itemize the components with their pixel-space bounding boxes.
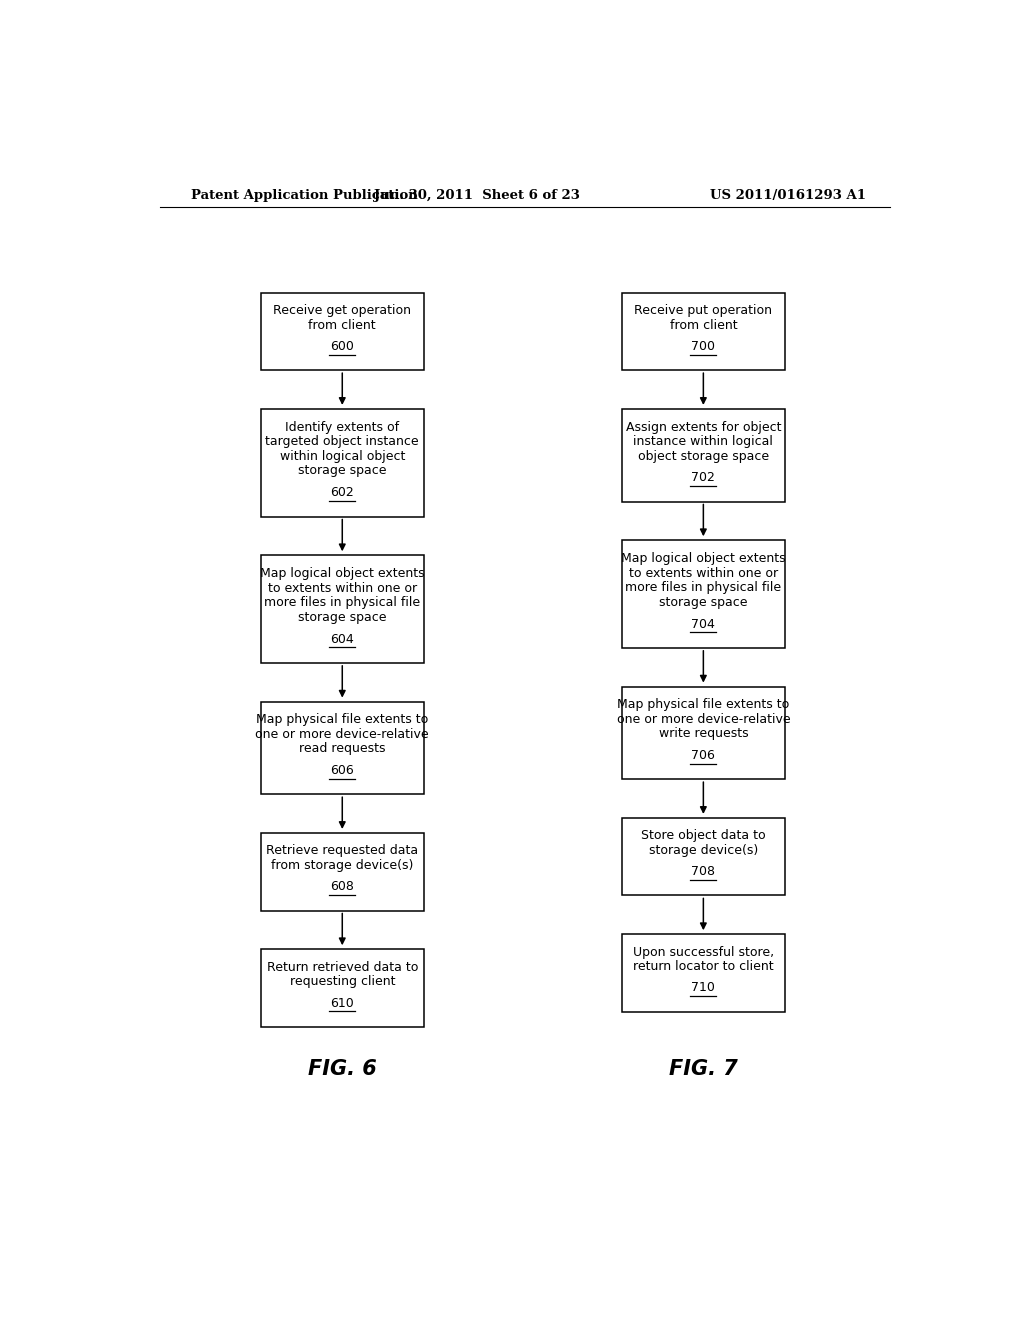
Bar bbox=[622, 409, 784, 502]
Bar bbox=[261, 409, 424, 516]
Bar bbox=[261, 949, 424, 1027]
Text: 600: 600 bbox=[331, 341, 354, 352]
Text: Return retrieved data to
requesting client: Return retrieved data to requesting clie… bbox=[266, 961, 418, 989]
Bar bbox=[622, 293, 784, 370]
Bar bbox=[261, 556, 424, 663]
Bar bbox=[622, 935, 784, 1011]
Text: 706: 706 bbox=[691, 748, 716, 762]
Text: Map physical file extents to
one or more device-relative
write requests: Map physical file extents to one or more… bbox=[616, 698, 791, 741]
Text: Jun. 30, 2011  Sheet 6 of 23: Jun. 30, 2011 Sheet 6 of 23 bbox=[374, 189, 581, 202]
Text: 608: 608 bbox=[331, 880, 354, 894]
Bar bbox=[622, 540, 784, 648]
Text: Identify extents of
targeted object instance
within logical object
storage space: Identify extents of targeted object inst… bbox=[265, 421, 419, 478]
Bar bbox=[622, 818, 784, 895]
Bar bbox=[261, 833, 424, 911]
Text: Retrieve requested data
from storage device(s): Retrieve requested data from storage dev… bbox=[266, 845, 419, 871]
Text: Patent Application Publication: Patent Application Publication bbox=[191, 189, 418, 202]
Text: FIG. 6: FIG. 6 bbox=[308, 1060, 377, 1080]
Bar bbox=[261, 701, 424, 795]
Text: Receive put operation
from client: Receive put operation from client bbox=[634, 304, 772, 331]
Text: Map logical object extents
to extents within one or
more files in physical file
: Map logical object extents to extents wi… bbox=[260, 568, 425, 624]
Text: 604: 604 bbox=[331, 632, 354, 645]
Bar bbox=[261, 293, 424, 370]
Bar bbox=[622, 686, 784, 779]
Text: Upon successful store,
return locator to client: Upon successful store, return locator to… bbox=[633, 945, 774, 973]
Text: Map logical object extents
to extents within one or
more files in physical file
: Map logical object extents to extents wi… bbox=[621, 552, 785, 609]
Text: Store object data to
storage device(s): Store object data to storage device(s) bbox=[641, 829, 766, 857]
Text: 708: 708 bbox=[691, 865, 716, 878]
Text: FIG. 7: FIG. 7 bbox=[669, 1060, 737, 1080]
Text: 710: 710 bbox=[691, 982, 716, 994]
Text: Receive get operation
from client: Receive get operation from client bbox=[273, 304, 412, 331]
Text: 602: 602 bbox=[331, 486, 354, 499]
Text: 610: 610 bbox=[331, 997, 354, 1010]
Text: Map physical file extents to
one or more device-relative
read requests: Map physical file extents to one or more… bbox=[255, 713, 429, 755]
Text: 702: 702 bbox=[691, 471, 716, 484]
Text: Assign extents for object
instance within logical
object storage space: Assign extents for object instance withi… bbox=[626, 421, 781, 462]
Text: 700: 700 bbox=[691, 341, 716, 352]
Text: 704: 704 bbox=[691, 618, 716, 631]
Text: 606: 606 bbox=[331, 764, 354, 777]
Text: US 2011/0161293 A1: US 2011/0161293 A1 bbox=[710, 189, 866, 202]
